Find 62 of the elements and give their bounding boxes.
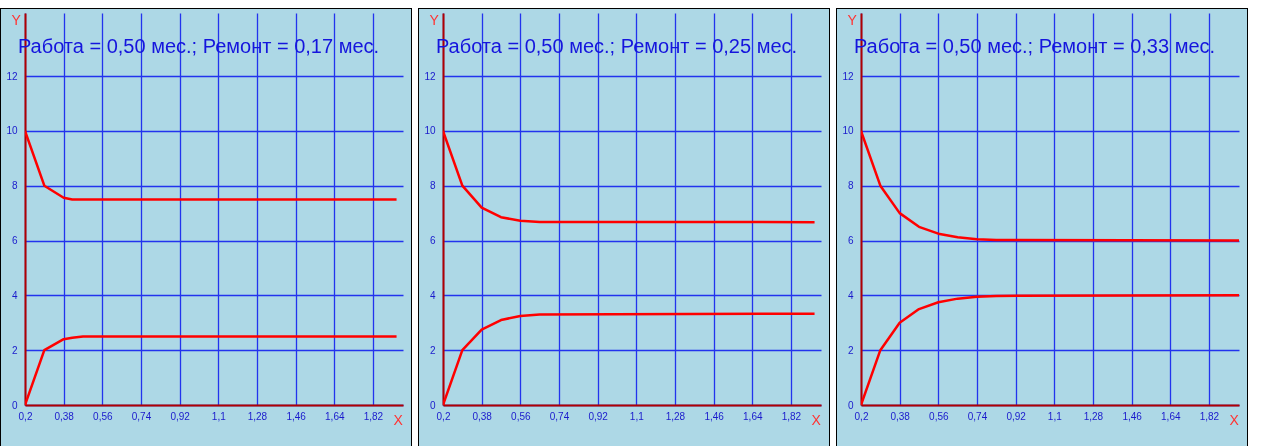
x-tick-label: 1,82 [781, 410, 802, 422]
y-tick-label: 0 [11, 399, 18, 411]
y-tick-label: 0 [429, 399, 436, 411]
x-axis-title: X [393, 411, 404, 428]
x-tick-label: 0,2 [436, 410, 451, 422]
x-tick-label: 1,28 [1083, 410, 1104, 422]
x-tick-label: 0,38 [54, 410, 75, 422]
y-tick-label: 6 [11, 235, 18, 247]
x-tick-label: 0,74 [131, 410, 152, 422]
y-tick-label: 6 [429, 235, 436, 247]
x-tick-label: 0,74 [549, 410, 570, 422]
x-tick-label: 0,92 [588, 410, 609, 422]
y-tick-label: 2 [429, 344, 436, 356]
y-tick-label: 2 [11, 344, 18, 356]
y-tick-label: 10 [842, 125, 854, 137]
line-series [443, 129, 816, 224]
y-axis-title: Y [429, 11, 440, 28]
y-tick-label: 0 [847, 399, 854, 411]
x-tick-label: 1,46 [286, 410, 307, 422]
y-tick-label: 12 [6, 70, 18, 82]
x-tick-label: 0,38 [890, 410, 911, 422]
y-tick-label: 4 [429, 289, 436, 301]
line-series [443, 312, 816, 405]
y-axis-title: Y [11, 11, 22, 28]
y-tick-label: 10 [6, 125, 18, 137]
x-tick-label: 1,46 [1122, 410, 1143, 422]
x-tick-label: 0,56 [511, 410, 531, 422]
x-tick-label: 0,56 [93, 410, 113, 422]
y-tick-label: 2 [847, 344, 854, 356]
line-series [25, 335, 398, 405]
x-tick-label: 0,38 [472, 410, 493, 422]
y-tick-label: 8 [11, 180, 18, 192]
y-tick-label: 4 [11, 289, 18, 301]
x-tick-label: 0,92 [170, 410, 191, 422]
x-tick-label: 1,46 [704, 410, 725, 422]
y-tick-label: 12 [842, 70, 854, 82]
x-tick-label: 0,2 [854, 410, 869, 422]
x-tick-label: 0,56 [929, 410, 949, 422]
x-axis-title: X [1229, 411, 1240, 428]
x-tick-label: 1,1 [629, 410, 645, 422]
x-tick-label: 1,28 [665, 410, 686, 422]
y-tick-label: 8 [429, 180, 436, 192]
y-tick-label: 4 [847, 289, 854, 301]
x-tick-label: 0,2 [18, 410, 33, 422]
y-tick-label: 6 [847, 235, 854, 247]
x-tick-label: 1,64 [743, 410, 763, 422]
y-tick-label: 12 [424, 70, 436, 82]
x-tick-label: 1,64 [1161, 410, 1181, 422]
x-tick-label: 1,82 [363, 410, 384, 422]
x-tick-label: 1,1 [211, 410, 227, 422]
y-tick-label: 10 [424, 125, 436, 137]
x-axis-title: X [811, 411, 822, 428]
x-tick-label: 1,64 [325, 410, 345, 422]
line-series [861, 129, 1239, 242]
y-tick-label: 8 [847, 180, 854, 192]
y-axis-title: Y [847, 11, 858, 28]
x-tick-label: 0,92 [1006, 410, 1027, 422]
line-series [25, 129, 398, 201]
x-tick-label: 1,1 [1047, 410, 1063, 422]
x-tick-label: 0,74 [967, 410, 988, 422]
x-tick-label: 1,28 [247, 410, 268, 422]
x-tick-label: 1,82 [1199, 410, 1220, 422]
